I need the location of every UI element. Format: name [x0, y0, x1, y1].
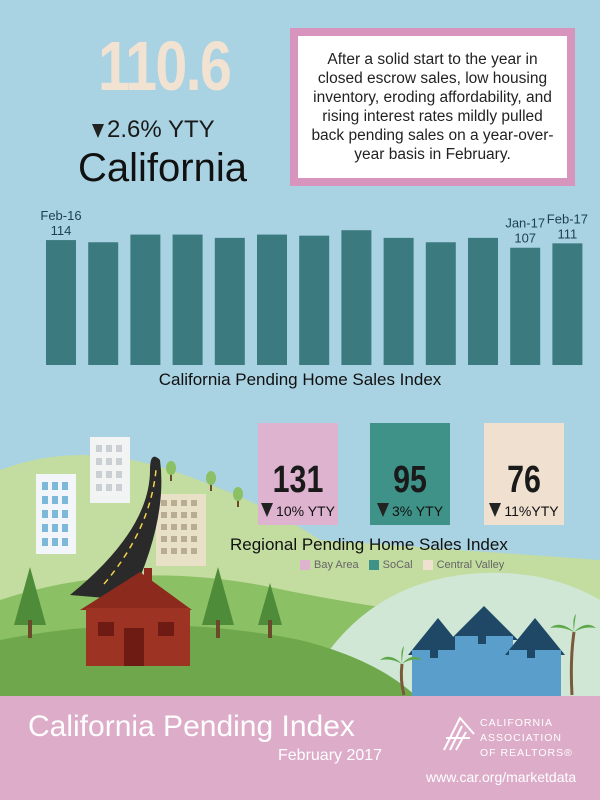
legend-swatch	[300, 560, 310, 570]
chart-title: California Pending Home Sales Index	[158, 370, 442, 389]
footer-date: February 2017	[278, 747, 383, 764]
region-change-label: 11%YTY	[504, 503, 559, 519]
footer-url-link[interactable]: www.car.org/marketdata	[426, 769, 577, 785]
region-change: 11%YTY	[484, 503, 564, 519]
region-value: 76	[507, 459, 541, 501]
bar-category-label: Jan-17	[505, 216, 545, 231]
region-box-bay-area: 131 10% YTY	[258, 423, 338, 525]
summary-box: After a solid start to the year in close…	[290, 28, 575, 186]
down-arrow-icon	[261, 503, 274, 517]
region-change-label: 3% YTY	[391, 503, 444, 519]
bar-Jan-17	[510, 247, 541, 365]
legend-swatch	[422, 560, 433, 570]
legend-label: Bay Area	[314, 559, 359, 571]
region-box-central-valley: 76 11%YTY	[484, 423, 564, 525]
org-line-1: CALIFORNIA	[480, 717, 554, 729]
down-arrow-icon	[92, 124, 104, 138]
legend-swatch	[368, 560, 379, 570]
bar-Aug-16	[299, 235, 330, 365]
bar-category-label: Feb-16	[40, 208, 81, 223]
legend-item-bay-area: Bay Area	[300, 559, 359, 571]
bar-Apr-16	[130, 234, 161, 365]
bar-Dec-16	[468, 237, 498, 365]
region-box-socal: 95 3% YTY	[370, 423, 450, 525]
bar-Nov-16	[425, 242, 456, 365]
bar-Feb-17	[552, 243, 583, 365]
footer-org-name: CALIFORNIA ASSOCIATION OF REALTORS®	[480, 716, 573, 761]
region-value: 95	[393, 459, 427, 501]
legend-item-socal: SoCal	[368, 559, 413, 571]
bar-value-label: 107	[514, 231, 536, 246]
region-change: 3% YTY	[370, 503, 450, 519]
bar-Feb-16	[46, 240, 76, 365]
legend-item-central-valley: Central Valley	[422, 559, 505, 571]
org-line-3: OF REALTORS®	[480, 747, 573, 759]
region-change: 10% YTY	[258, 503, 338, 519]
org-line-2: ASSOCIATION	[480, 732, 562, 744]
headline-yty-label: 2.6% YTY	[107, 116, 215, 143]
footer-title: California Pending Index	[28, 710, 355, 743]
state-title: California	[78, 146, 247, 190]
regional-legend: Bay Area SoCal Central Valley	[300, 559, 504, 571]
legend-label: SoCal	[382, 559, 413, 571]
footer-band	[0, 696, 600, 800]
region-value: 131	[272, 459, 324, 501]
car-logo-icon	[443, 716, 475, 751]
regional-title: Regional Pending Home Sales Index	[230, 535, 508, 554]
legend-label: Central Valley	[436, 559, 505, 571]
region-change-label: 10% YTY	[276, 503, 335, 519]
headline-index-value: 110.6	[98, 27, 232, 105]
summary-text: After a solid start to the year in close…	[298, 36, 567, 178]
bar-May-16	[172, 234, 203, 365]
headline-yty-change: 2.6% YTY	[92, 116, 215, 144]
bar-value-label: 114	[51, 223, 72, 238]
bar-Jul-16	[257, 234, 287, 365]
bar-Sep-16	[341, 230, 372, 365]
bar-category-label: Feb-17	[547, 211, 588, 226]
bar-Mar-16	[88, 242, 119, 365]
bar-Jun-16	[214, 237, 245, 365]
down-arrow-icon	[376, 503, 389, 517]
bar-value-label: 111	[558, 226, 578, 241]
down-arrow-icon	[489, 503, 502, 517]
bar-Oct-16	[383, 237, 414, 365]
